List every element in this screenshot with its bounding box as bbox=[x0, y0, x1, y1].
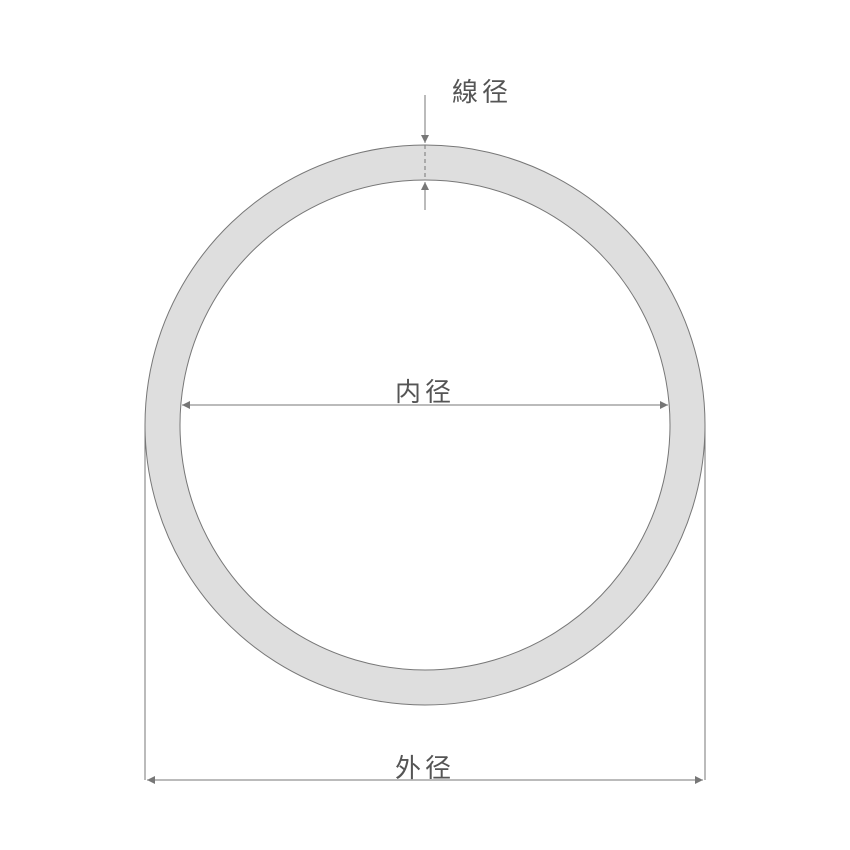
wire-diameter-label: 線径 bbox=[452, 72, 512, 109]
diagram-svg bbox=[0, 0, 850, 850]
ring-shape bbox=[145, 145, 705, 705]
ring-diagram: 線径 内径 外径 bbox=[0, 0, 850, 850]
inner-diameter-label: 内径 bbox=[395, 372, 455, 409]
outer-diameter-label: 外径 bbox=[395, 748, 455, 785]
